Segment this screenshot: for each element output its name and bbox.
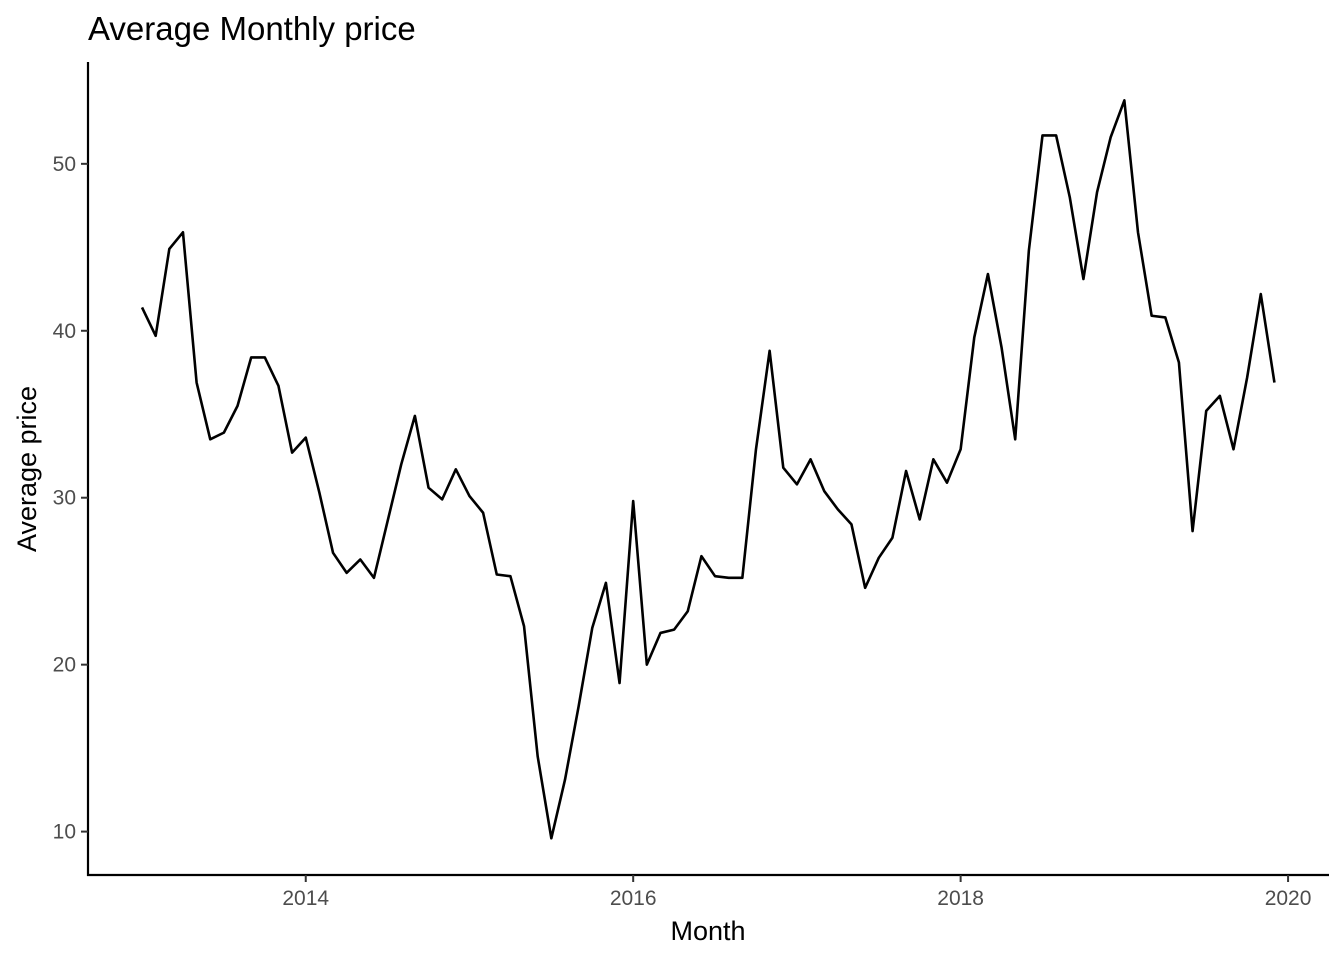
y-tick-label: 50 (53, 153, 76, 176)
chart-title: Average Monthly price (88, 10, 416, 47)
y-axis-title: Average price (12, 386, 42, 552)
plot-area: 2014 2016 2018 2020 10 20 30 40 50 (53, 62, 1329, 910)
x-axis-ticks: 2014 2016 2018 2020 (282, 875, 1311, 910)
x-axis-title: Month (670, 916, 745, 946)
x-tick-label: 2016 (610, 887, 657, 910)
y-tick-label: 10 (53, 821, 76, 844)
y-tick-label: 20 (53, 654, 76, 677)
y-tick-label: 40 (53, 320, 76, 343)
x-tick-label: 2014 (282, 887, 329, 910)
series-line (140, 99, 1276, 840)
x-tick-label: 2020 (1265, 887, 1312, 910)
series-layer (140, 99, 1276, 840)
y-tick-label: 30 (53, 487, 76, 510)
y-axis-ticks: 10 20 30 40 50 (53, 153, 88, 844)
x-tick-label: 2018 (937, 887, 984, 910)
